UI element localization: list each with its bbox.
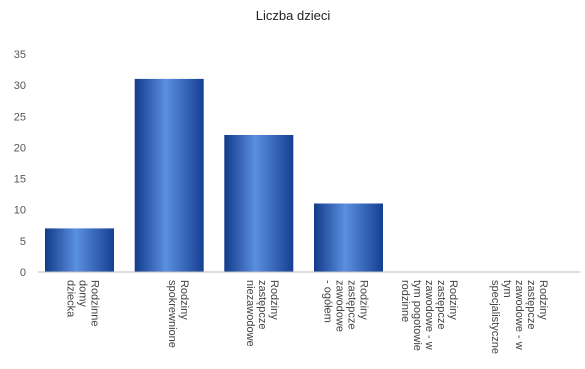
x-tick-label-line: tym xyxy=(501,280,513,298)
chart-title: Liczba dzieci xyxy=(256,8,331,23)
x-tick-label-line: dziecka xyxy=(65,280,77,318)
x-tick-label-line: zastępcze xyxy=(346,280,358,330)
x-tick-label-line: - ogółem xyxy=(322,280,334,323)
y-tick-label: 35 xyxy=(14,49,26,61)
bar-series xyxy=(45,78,383,273)
x-tick-label-line: zawodowe xyxy=(334,280,346,332)
x-tick-label-line: zastępcze xyxy=(435,280,447,330)
x-tick-label-line: spokrewnione xyxy=(166,280,178,348)
y-tick-label: 25 xyxy=(14,111,26,123)
x-tick-label-line: zawodowe - w xyxy=(423,280,435,350)
x-tick-label-line: Rodzinne xyxy=(89,280,101,326)
bar[interactable] xyxy=(45,228,114,272)
x-tick-label-line: niezawodowe xyxy=(244,280,256,347)
x-tick-label-line: zastępcze xyxy=(256,280,268,330)
x-tick-label-line: zastępcze xyxy=(525,280,537,330)
y-tick-label: 30 xyxy=(14,80,26,92)
x-tick-label-line: domy xyxy=(77,280,89,307)
x-tick-label-line: Rodziny xyxy=(178,280,190,320)
y-axis: 0 5 10 15 20 25 30 35 xyxy=(14,49,26,279)
x-tick-label-line: Rodziny xyxy=(447,280,459,320)
x-tick-label-line: tym pogotowie xyxy=(411,280,423,351)
bar[interactable] xyxy=(314,203,383,273)
x-tick-label-line: Rodziny xyxy=(537,280,549,320)
x-tick-label-line: Rodziny xyxy=(268,280,280,320)
y-tick-label: 5 xyxy=(20,236,26,248)
x-tick-label-line: specjalistyczne xyxy=(489,280,501,354)
y-tick-label: 10 xyxy=(14,205,26,217)
x-tick-label-line: Rodziny xyxy=(358,280,370,320)
bar[interactable] xyxy=(134,78,204,273)
y-tick-label: 20 xyxy=(14,142,26,154)
y-tick-label: 15 xyxy=(14,174,26,186)
y-tick-label: 0 xyxy=(20,267,26,279)
x-tick-label-line: zawodowe - w xyxy=(513,280,525,350)
x-tick-label-line: rodzinne xyxy=(399,280,411,322)
bar[interactable] xyxy=(224,135,294,272)
